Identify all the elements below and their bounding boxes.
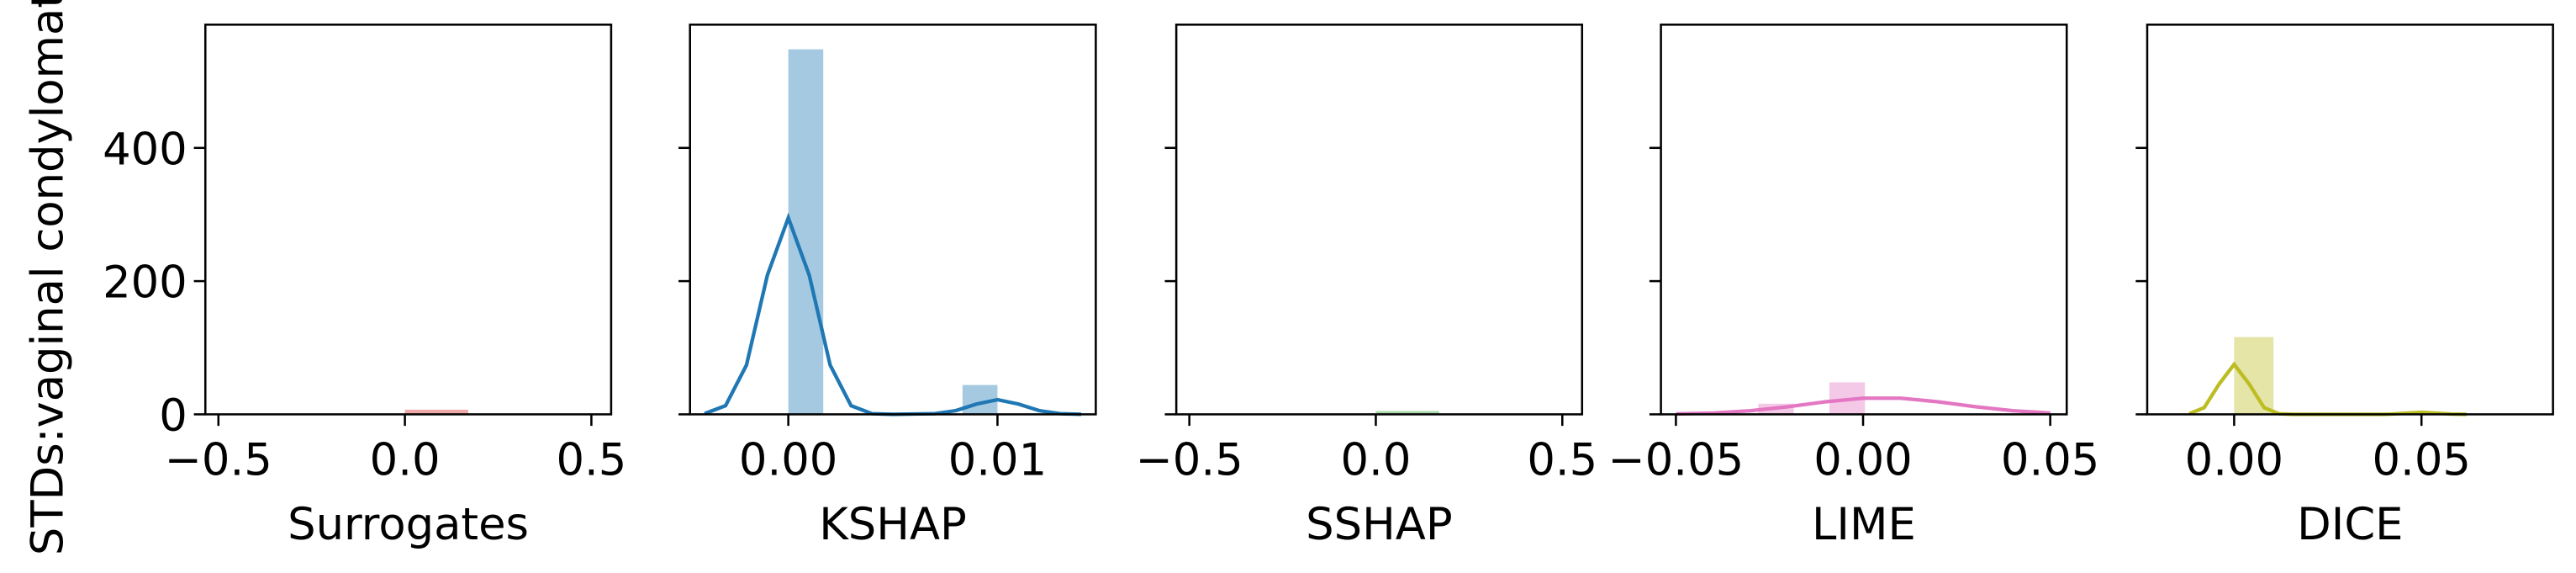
x-tick-label: 0.5 [1527,435,1597,486]
y-tick-label: 200 [103,257,187,309]
kde-line [1676,396,2051,416]
x-tick-label: 0.01 [948,435,1047,486]
bar [1375,411,1439,415]
axes-frame [2146,24,2554,416]
axes-frame [689,24,1097,416]
bar [404,409,469,415]
x-axis-label: LIME [1812,499,1916,550]
x-axis-label: Surrogates [288,499,529,550]
kde-line [704,212,1082,416]
axes-frame [1660,24,2068,416]
x-tick-label: 0.05 [2372,435,2470,486]
x-tick-label: −0.05 [1608,435,1745,486]
bar [2234,337,2274,415]
x-axis-label: SSHAP [1306,499,1453,550]
y-tick-label: 400 [103,124,187,175]
x-tick-label: 0.0 [370,435,441,486]
kde-line [2188,361,2467,416]
x-tick-label: 0.00 [2185,435,2283,486]
x-tick-label: −0.5 [165,435,272,486]
x-tick-label: 0.05 [2001,435,2099,486]
x-axis-label: DICE [2297,499,2403,550]
x-tick-label: −0.5 [1136,435,1243,486]
x-tick-label: 0.00 [739,435,837,486]
x-axis-label: KSHAP [819,499,967,550]
y-tick-label: 0 [159,390,187,442]
x-tick-label: 0.00 [1813,435,1912,486]
y-axis-label: STDs:vaginal condylomatosis [22,0,73,555]
x-tick-label: 0.5 [556,435,626,486]
axes-frame [203,24,613,416]
axes-frame [1175,24,1584,416]
x-tick-label: 0.0 [1341,435,1412,486]
